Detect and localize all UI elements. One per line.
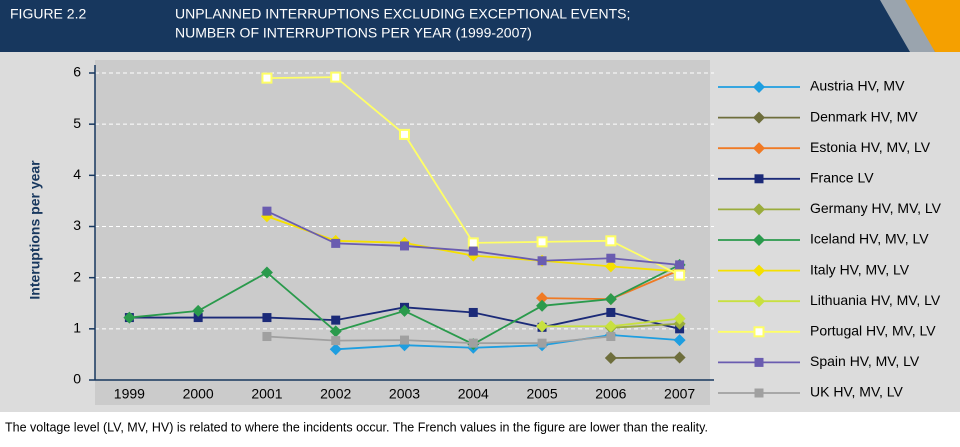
data-point bbox=[604, 260, 617, 273]
series-line bbox=[610, 322, 680, 329]
data-point bbox=[604, 293, 617, 306]
data-point bbox=[606, 253, 616, 263]
legend-marker bbox=[753, 203, 765, 216]
data-point bbox=[537, 338, 547, 348]
legend-marker bbox=[753, 81, 765, 93]
legend-label: Germany HV, MV, LV bbox=[810, 200, 942, 216]
x-tick-label: 2001 bbox=[251, 386, 282, 402]
data-point bbox=[674, 269, 686, 281]
series-line bbox=[266, 335, 611, 345]
legend-marker bbox=[753, 295, 765, 308]
data-point bbox=[536, 320, 549, 333]
title-line: UNPLANNED INTERRUPTIONS EXCLUDING EXCEPT… bbox=[175, 6, 630, 22]
data-point bbox=[673, 334, 686, 347]
data-point bbox=[193, 313, 203, 323]
y-tick-label: 3 bbox=[73, 217, 81, 233]
series-line bbox=[335, 334, 680, 351]
legend-label: Austria HV, MV bbox=[810, 78, 905, 94]
data-point bbox=[261, 72, 273, 84]
data-point bbox=[329, 343, 342, 356]
plot-area bbox=[95, 60, 710, 405]
data-point bbox=[536, 299, 549, 312]
data-point bbox=[123, 311, 136, 324]
legend-marker bbox=[753, 264, 765, 277]
data-point bbox=[605, 235, 617, 247]
y-tick-label: 6 bbox=[73, 64, 81, 80]
data-point bbox=[262, 332, 272, 342]
y-tick-label: 2 bbox=[73, 268, 81, 284]
legend-label: Spain HV, MV, LV bbox=[810, 353, 920, 369]
x-tick-label: 2002 bbox=[320, 386, 351, 402]
y-tick-label: 5 bbox=[73, 115, 81, 131]
y-axis-title: Interuptions per year bbox=[27, 160, 43, 300]
data-point bbox=[192, 304, 205, 317]
data-point bbox=[673, 312, 686, 325]
data-point bbox=[331, 315, 341, 325]
data-point bbox=[536, 236, 548, 248]
y-tick-label: 4 bbox=[73, 166, 81, 182]
data-point bbox=[468, 338, 478, 348]
legend-label: Portugal HV, MV, LV bbox=[810, 323, 936, 339]
legend-marker bbox=[754, 174, 764, 184]
data-point bbox=[675, 260, 685, 270]
data-point bbox=[467, 237, 479, 249]
data-point bbox=[673, 351, 686, 364]
data-point bbox=[537, 256, 547, 266]
data-point bbox=[468, 307, 478, 317]
data-point bbox=[606, 307, 616, 317]
x-tick-label: 2000 bbox=[183, 386, 214, 402]
legend-label: Italy HV, MV, LV bbox=[810, 261, 910, 277]
figure-number: FIGURE 2.2 bbox=[10, 6, 86, 22]
x-tick-label: 2007 bbox=[664, 386, 695, 402]
legend-label: France LV bbox=[810, 170, 874, 186]
y-tick-label: 1 bbox=[73, 320, 81, 336]
x-tick-label: 2004 bbox=[458, 386, 489, 402]
x-tick-label: 1999 bbox=[114, 386, 145, 402]
data-point bbox=[400, 241, 409, 251]
header-accent bbox=[880, 0, 935, 52]
series-line bbox=[610, 356, 680, 359]
legend-label: Lithuania HV, MV, LV bbox=[810, 292, 941, 308]
footnote: The voltage level (LV, MV, HV) is relate… bbox=[5, 420, 708, 434]
data-point bbox=[262, 206, 272, 216]
data-point bbox=[331, 238, 341, 248]
title-line: NUMBER OF INTERRUPTIONS PER YEAR (1999-2… bbox=[175, 25, 532, 41]
legend-marker bbox=[754, 388, 764, 398]
data-point bbox=[468, 246, 478, 256]
data-point bbox=[604, 320, 617, 333]
data-point bbox=[400, 335, 409, 345]
data-point bbox=[606, 332, 616, 342]
header-band bbox=[0, 0, 960, 52]
legend-label: Estonia HV, MV, LV bbox=[810, 139, 931, 155]
data-point bbox=[330, 71, 342, 83]
legend-label: UK HV, MV, LV bbox=[810, 384, 904, 400]
data-point bbox=[331, 336, 341, 346]
header-accent bbox=[900, 0, 960, 52]
x-tick-label: 2006 bbox=[595, 386, 626, 402]
y-tick-label: 0 bbox=[73, 371, 81, 387]
x-tick-label: 2005 bbox=[526, 386, 557, 402]
x-tick-label: 2003 bbox=[389, 386, 420, 402]
data-point bbox=[262, 313, 272, 323]
data-point bbox=[536, 292, 549, 305]
legend-label: Iceland HV, MV, LV bbox=[810, 231, 929, 247]
legend-marker bbox=[754, 357, 764, 367]
legend-marker bbox=[753, 111, 765, 124]
data-point bbox=[260, 266, 273, 279]
data-point bbox=[604, 351, 617, 364]
legend-marker bbox=[753, 234, 765, 246]
legend-marker bbox=[753, 142, 765, 155]
data-point bbox=[329, 325, 342, 338]
data-point bbox=[398, 304, 411, 317]
data-point bbox=[399, 128, 410, 140]
legend-marker bbox=[753, 326, 765, 338]
legend-label: Denmark HV, MV bbox=[810, 108, 918, 124]
